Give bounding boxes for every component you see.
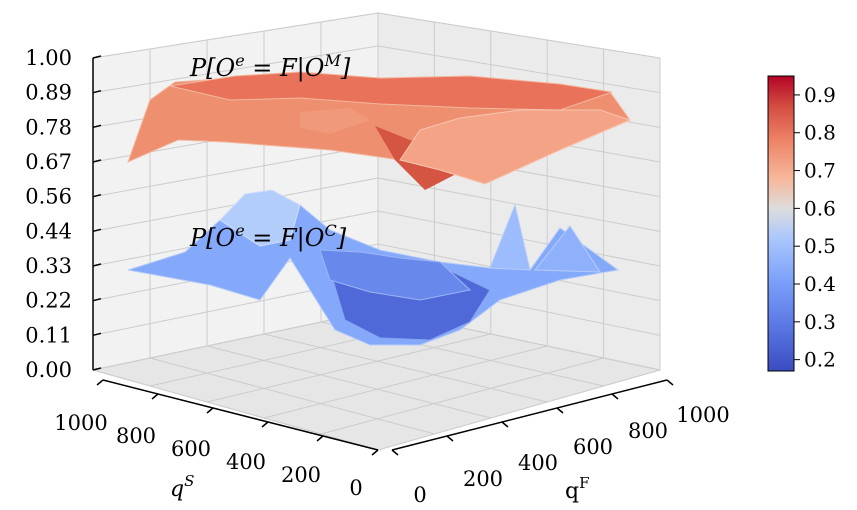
colorbar-tick-label: 0.4 [804, 272, 836, 296]
lower-surface-spike-1 [489, 203, 531, 271]
grid-line-floor-a [377, 369, 661, 451]
z-axis-ticks: 0.00 0.11 0.22 0.33 0.44 0.56 0.67 0.78 0.89 1.00 [25, 46, 102, 382]
lower-surface-dip [319, 249, 472, 301]
colorbar-tick-label: 0.9 [804, 83, 836, 107]
y-tick-mark [151, 393, 159, 400]
x-tick-label: 400 [518, 451, 558, 475]
z-tick-label: 0.00 [25, 358, 72, 382]
y-tick-mark [206, 407, 214, 414]
colorbar-tick-label: 0.2 [804, 348, 836, 372]
y-tick-label: 600 [171, 437, 211, 461]
colorbar-tick-label: 0.6 [804, 196, 836, 220]
upper-surface-facet [300, 108, 370, 134]
y-tick-mark [316, 435, 324, 442]
z-tick-mark [92, 228, 102, 233]
z-tick-mark [92, 55, 102, 59]
z-tick-mark [92, 124, 102, 129]
x-tick-label: 600 [573, 435, 613, 459]
x-tick-mark [391, 449, 399, 456]
z-tick-mark [92, 159, 102, 163]
annotation-upper: P[Oe = F|OM] [189, 51, 351, 83]
x-tick-mark [446, 435, 454, 442]
grid-line-floor-b [206, 345, 491, 419]
y-tick-label: 200 [281, 463, 321, 487]
x-tick-mark [666, 379, 674, 386]
colorbar-ticks: 0.9 0.8 0.7 0.6 0.5 0.4 0.3 0.2 [794, 83, 836, 372]
y-axis-ticks: 1000 800 600 400 200 0 [54, 379, 379, 500]
grid-line-z-right [377, 12, 661, 59]
x-tick-mark [611, 393, 619, 400]
x-axis-line [391, 379, 668, 451]
z-tick-mark [92, 193, 102, 198]
z-tick-label: 1.00 [25, 46, 72, 70]
grid-line-z-right [377, 45, 661, 94]
z-tick-label: 0.33 [25, 254, 72, 278]
grid-line-floor-a [206, 333, 491, 403]
z-tick-label: 0.56 [25, 185, 72, 209]
grid-line-z-left [92, 12, 379, 59]
z-tick-mark [92, 367, 102, 371]
z-tick-label: 0.89 [25, 81, 72, 105]
surface-lower [127, 189, 620, 346]
x-tick-label: 200 [463, 467, 503, 491]
z-tick-label: 0.67 [25, 150, 72, 174]
x-tick-mark [501, 421, 509, 428]
annotation-lower: P[Oe = F|OC] [189, 221, 347, 253]
y-axis-line [102, 379, 379, 451]
z-tick-label: 0.44 [25, 219, 72, 243]
x-tick-label: 0 [413, 483, 426, 507]
z-tick-label: 0.78 [25, 115, 72, 139]
z-tick-mark [92, 297, 102, 302]
y-tick-mark [261, 421, 269, 428]
grid-line-floor-b [263, 333, 548, 403]
colorbar-tick-label: 0.5 [804, 234, 836, 258]
z-tick-mark [92, 263, 102, 267]
x-tick-label: 1000 [676, 403, 729, 427]
z-tick-mark [92, 89, 102, 94]
grid-line-floor-b [92, 369, 379, 451]
colorbar [767, 75, 795, 372]
z-tick-label: 0.11 [25, 323, 72, 347]
y-tick-mark [96, 379, 104, 386]
upper-surface-front [399, 109, 632, 185]
x-tick-mark [556, 407, 564, 414]
upper-surface-back [169, 71, 613, 111]
colorbar-tick-label: 0.8 [804, 121, 836, 145]
grid-line-floor-a [320, 357, 604, 435]
surface-upper [127, 71, 632, 190]
grid-line-floor-a [263, 345, 548, 419]
grid-line-z-left [92, 144, 379, 198]
grid-line-z-left [92, 45, 379, 94]
y-tick-label: 1000 [54, 411, 107, 435]
lower-surface-spike-2 [533, 225, 601, 273]
grid-line-floor-b [149, 357, 435, 435]
y-tick-label: 400 [226, 450, 266, 474]
z-tick-label: 0.22 [25, 289, 72, 313]
x-axis-label: qF [565, 474, 590, 504]
x-axis-ticks: 0 200 400 600 800 1000 [391, 379, 730, 507]
z-tick-mark [92, 332, 102, 337]
colorbar-tick-label: 0.7 [804, 159, 836, 183]
colorbar-tick-label: 0.3 [804, 310, 836, 334]
y-tick-mark [371, 449, 379, 456]
lower-surface-peak-left [219, 189, 301, 247]
x-tick-label: 800 [628, 419, 668, 443]
y-tick-label: 800 [116, 424, 156, 448]
y-axis-label: qS [170, 472, 194, 502]
y-tick-label: 0 [349, 476, 362, 500]
